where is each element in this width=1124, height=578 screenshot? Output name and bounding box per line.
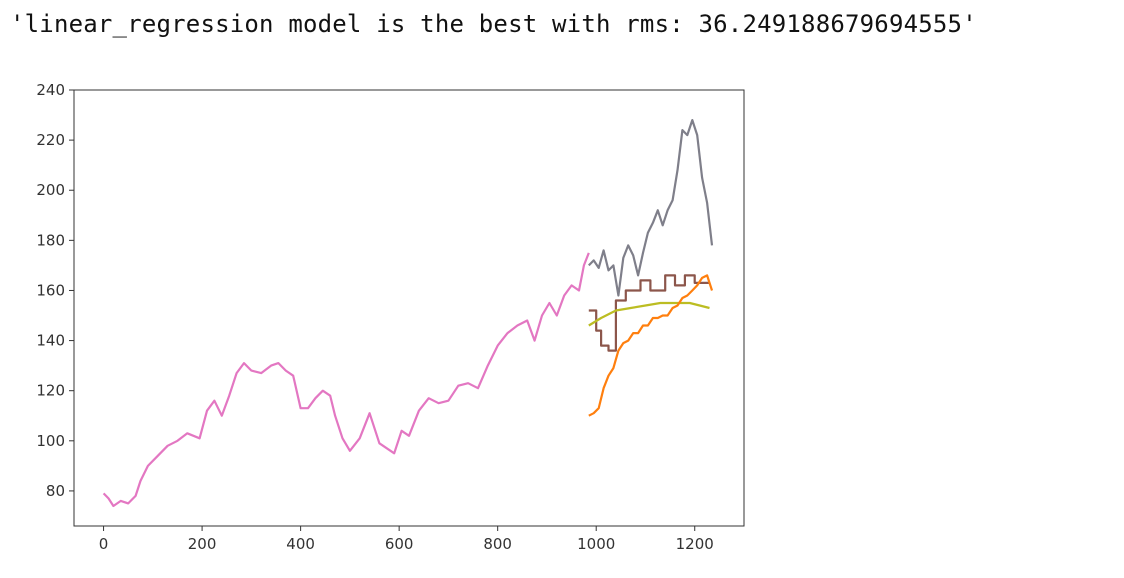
series-line-1 xyxy=(588,119,714,297)
y-tick-label: 140 xyxy=(36,332,65,350)
y-tick-label: 240 xyxy=(36,81,65,99)
y-tick-label: 180 xyxy=(36,231,65,249)
x-tick-label: 1200 xyxy=(676,535,714,553)
y-tick-label: 100 xyxy=(36,432,65,450)
x-tick-label: 0 xyxy=(99,535,109,553)
y-tick-label: 200 xyxy=(36,181,65,199)
plot-frame xyxy=(73,89,745,527)
x-tick-label: 400 xyxy=(286,535,315,553)
x-tick-label: 800 xyxy=(483,535,512,553)
cell-output-text: 'linear_regression model is the best wit… xyxy=(10,10,977,38)
x-tick-label: 600 xyxy=(385,535,414,553)
series-line-4 xyxy=(588,274,714,417)
series-line-3 xyxy=(588,301,710,327)
y-tick-label: 80 xyxy=(46,482,65,500)
x-tick-label: 1000 xyxy=(577,535,615,553)
line-chart: 0 200 400 600 800 1000 1200 80 100 120 140 160 180 20… xyxy=(36,81,745,553)
series-line-2 xyxy=(588,274,710,352)
x-tick-label: 200 xyxy=(188,535,217,553)
y-tick-label: 120 xyxy=(36,382,65,400)
y-tick-label: 160 xyxy=(36,281,65,299)
y-tick-label: 220 xyxy=(36,131,65,149)
series-line-0 xyxy=(102,252,590,508)
